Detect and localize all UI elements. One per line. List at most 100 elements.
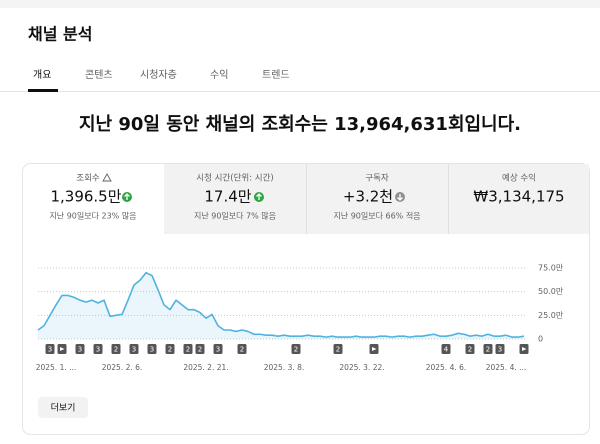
y-tick-label: 50.0만 [538, 287, 564, 296]
down-arrow [397, 194, 403, 201]
marker-count: 3 [216, 346, 220, 354]
metric-value: +3.2천 [343, 188, 393, 206]
video-marker[interactable]: 2 [237, 344, 247, 354]
video-marker[interactable]: 2 [195, 344, 205, 354]
metric[interactable]: 시청 시간(단위: 시간) 17.4만 지난 90일보다 7% 많음 [194, 173, 276, 221]
marker-box [213, 344, 223, 354]
video-marker[interactable] [369, 344, 379, 354]
more-button-bg[interactable] [38, 397, 88, 418]
y-tick-label: 0 [538, 335, 543, 344]
marker-box [483, 344, 493, 354]
marker-box [183, 344, 193, 354]
video-marker[interactable]: 3 [147, 344, 157, 354]
headline: 지난 90일 동안 채널의 조회수는 13,964,631회입니다. [79, 113, 521, 135]
tab[interactable]: 시청자층 [140, 69, 177, 81]
video-marker[interactable]: 4 [441, 344, 451, 354]
marker-box [147, 344, 157, 354]
tab-indicator [28, 89, 58, 92]
marker-icon [60, 347, 65, 351]
metric[interactable]: 조회수 1,396.5만 지난 90일보다 23% 많음 [49, 173, 137, 221]
metric-value: ₩3,134,175 [473, 188, 564, 206]
metric[interactable]: 예상 수익 ₩3,134,175 [473, 173, 564, 206]
metric-sep [306, 164, 307, 234]
marker-count: 2 [168, 346, 172, 354]
x-tick-label: 2025. 1. ... [36, 363, 77, 372]
metric-note: 지난 90일보다 23% 많음 [49, 212, 136, 221]
metric-label: 조회수 [76, 174, 100, 184]
video-marker[interactable]: 2 [333, 344, 343, 354]
marker-box [195, 344, 205, 354]
marker-box [495, 344, 505, 354]
marker-box [165, 344, 175, 354]
tab[interactable]: 개요 [33, 69, 51, 81]
marker-count: 3 [48, 346, 52, 354]
x-tick-label: 2025. 3. 22. [339, 363, 384, 372]
marker-count: 3 [498, 346, 502, 354]
video-marker[interactable] [519, 344, 529, 354]
marker-icon [372, 347, 377, 351]
marker-count: 3 [78, 346, 82, 354]
metric-label: 시청 시간(단위: 시간) [196, 173, 273, 184]
up-arrow [256, 193, 262, 200]
marker-count: 3 [150, 346, 154, 354]
marker-box [291, 344, 301, 354]
area [38, 272, 524, 339]
video-marker[interactable]: 3 [213, 344, 223, 354]
marker-count: 2 [294, 346, 298, 354]
tab[interactable]: 트렌드 [262, 69, 290, 81]
x-tick-label: 2025. 4. ... [486, 363, 527, 372]
video-marker[interactable] [57, 344, 67, 354]
metric-bg [164, 164, 589, 234]
marker-count: 2 [486, 346, 490, 354]
marker-box [45, 344, 55, 354]
video-marker[interactable]: 3 [75, 344, 85, 354]
top-bar [0, 0, 600, 8]
tab[interactable]: 수익 [210, 69, 228, 81]
x-tick-label: 2025. 3. 8. [264, 363, 305, 372]
marker-box [93, 344, 103, 354]
marker-count: 2 [186, 346, 190, 354]
marker-box [129, 344, 139, 354]
marker-count: 2 [468, 346, 472, 354]
marker-box [237, 344, 247, 354]
video-marker[interactable]: 3 [93, 344, 103, 354]
marker-box [75, 344, 85, 354]
video-marker[interactable]: 3 [495, 344, 505, 354]
marker-count: 4 [444, 346, 449, 354]
metric[interactable]: 구독자 +3.2천 지난 90일보다 66% 적음 [333, 174, 420, 221]
y-tick-label: 25.0만 [538, 311, 564, 320]
marker-icon [522, 347, 527, 351]
metric-note: 지난 90일보다 66% 적음 [333, 211, 420, 221]
x-tick-label: 2025. 2. 21. [183, 363, 228, 372]
video-marker[interactable]: 2 [183, 344, 193, 354]
video-marker[interactable]: 3 [129, 344, 139, 354]
metric-label: 구독자 [365, 174, 389, 184]
chart: 0 25.0만 50.0만 75.0만 2025. 1. ... 2025. 2. 6. 2… [36, 264, 564, 373]
marker-count: 2 [240, 346, 244, 354]
metric-value: 17.4만 [204, 188, 251, 206]
marker-count: 3 [132, 346, 136, 354]
video-marker[interactable]: 2 [291, 344, 301, 354]
more-button[interactable]: 더보기 [51, 403, 76, 414]
video-marker[interactable]: 2 [165, 344, 175, 354]
marker-box [441, 344, 451, 354]
video-marker[interactable]: 3 [45, 344, 55, 354]
marker-box [111, 344, 121, 354]
marker-count: 3 [96, 346, 100, 354]
warning-icon [102, 173, 112, 182]
x-tick-label: 2025. 4. 6. [426, 363, 467, 372]
marker-box [465, 344, 475, 354]
tab[interactable]: 콘텐츠 [85, 69, 113, 81]
line [37, 271, 525, 338]
divider [0, 91, 600, 92]
metric-sep [448, 164, 449, 234]
y-tick-label: 75.0만 [538, 264, 564, 273]
video-marker[interactable]: 2 [111, 344, 121, 354]
video-marker[interactable]: 2 [465, 344, 475, 354]
page-title: 채널 분석 [28, 25, 92, 44]
metric-value: 1,396.5만 [50, 188, 121, 206]
video-marker[interactable]: 2 [483, 344, 493, 354]
marker-count: 2 [114, 346, 118, 354]
